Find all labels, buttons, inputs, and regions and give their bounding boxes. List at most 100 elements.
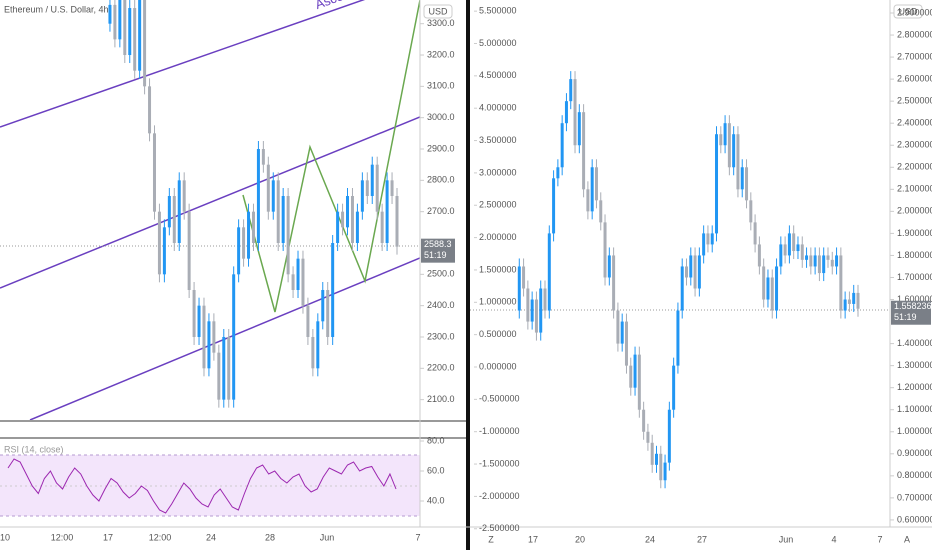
candle [745,167,749,201]
currency: USD [428,6,448,16]
inner-tick-label: 3.000000 [479,167,517,177]
candle [607,255,611,278]
candle [522,266,526,289]
inner-tick-label: -2.000000 [479,491,520,501]
candle [826,255,830,260]
candle [835,255,839,267]
title: Ethereum / U.S. Dollar, 4h, [4,4,111,14]
divider [466,0,470,550]
inner-tick-label: 2.500000 [479,200,517,210]
candle [787,233,791,256]
candle [237,227,241,275]
outer-tick-label: 1.600000 [897,294,932,304]
inner-tick-label: -2.500000 [479,523,520,533]
candle [281,196,285,243]
x-tick-label: 28 [265,532,275,542]
y-tick-label: 2700.0 [427,206,455,216]
candle [331,243,335,337]
candle [702,233,706,256]
candle [526,288,530,322]
candle [839,255,843,311]
candle [355,211,359,243]
candle [123,0,127,56]
candle [247,211,251,259]
x-tick-label: 4 [831,534,836,544]
candle [590,167,594,212]
outer-tick-label: 2.900000 [897,7,932,17]
candle [612,255,616,311]
candle [534,299,538,333]
currency-box [893,4,923,19]
candle [775,266,779,311]
x-tick-label: 17 [528,534,538,544]
y-tick-label: 2400.0 [427,300,455,310]
channel-mid [0,116,420,289]
candle [341,211,345,228]
outer-tick-label: 1.900000 [897,228,932,238]
x-tick-label: 20 [575,534,585,544]
x-tick-label: 12:00 [51,532,74,542]
candle [796,244,800,252]
outer-tick-label: 2.600000 [897,73,932,83]
candle [689,255,693,278]
inner-tick-label: 1.000000 [479,297,517,307]
candle [177,180,181,243]
outer-tick-label: 2.000000 [897,206,932,216]
candle [766,277,770,300]
candle [222,336,226,400]
outer-tick-label: 2.200000 [897,162,932,172]
candle [346,196,350,228]
candle [727,123,731,168]
last-price: 2588.3 [424,239,452,249]
candle [207,321,211,369]
candle [242,227,246,259]
candle [740,167,744,190]
candle [108,4,112,24]
candle [650,442,654,465]
candle [543,288,547,311]
candle [706,233,710,245]
candle [133,8,137,71]
candle [749,200,753,223]
candle [380,211,384,243]
candle [822,255,826,274]
candle [172,196,176,243]
candle [672,365,676,410]
candle [539,288,543,333]
candle [732,134,736,168]
outer-tick-label: 0.700000 [897,492,932,502]
zigzag [242,0,420,313]
rsi-tick-label: 40.0 [427,495,445,505]
candle [286,196,290,275]
candle [809,255,813,267]
outer-tick-label: 0.800000 [897,470,932,480]
candle [311,336,315,369]
candle [375,164,379,212]
outer-tick-label: 2.500000 [897,96,932,106]
x-tick-label: 24 [645,534,655,544]
candle [757,244,761,267]
candle [830,259,834,267]
y-tick-label: 3100.0 [427,81,455,91]
x-tick-label: 7 [415,532,420,542]
candle [843,299,847,311]
candle [637,354,641,410]
candle [182,180,186,212]
outer-tick-label: 1.400000 [897,338,932,348]
currency: USD [898,6,918,16]
candle [370,164,374,197]
candle [569,79,573,102]
outer-tick-label: 0.600000 [897,514,932,524]
candle [197,305,201,337]
inner-tick-label: 1.500000 [479,264,517,274]
outer-tick-label: 1.200000 [897,382,932,392]
candle [582,112,586,190]
candle [232,274,236,400]
candle [577,112,581,146]
candle [266,164,270,212]
outer-tick-label: 1.000000 [897,426,932,436]
inner-tick-label: 4.000000 [479,103,517,113]
candle [212,321,216,353]
y-tick-label: 2500.0 [427,269,455,279]
